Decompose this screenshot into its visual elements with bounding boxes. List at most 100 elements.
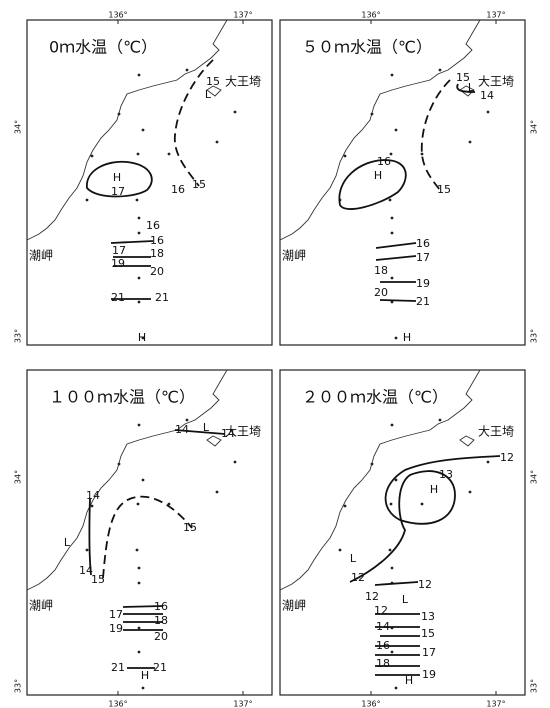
place-name: 大王埼 (225, 425, 261, 439)
station (141, 478, 145, 482)
station (117, 112, 121, 116)
contour-label: 17 (112, 244, 126, 257)
lon-label: 136° (108, 700, 127, 708)
station (390, 566, 394, 570)
station (420, 502, 424, 506)
panel-frame (279, 19, 526, 346)
station (468, 490, 472, 494)
lat-label: 34° (14, 120, 23, 134)
contour-label: L (203, 421, 210, 434)
contour-label: 15 (421, 627, 435, 640)
contour-label: 14 (79, 564, 93, 577)
contour-label: 16 (171, 183, 185, 196)
station (370, 462, 374, 466)
station (85, 548, 89, 552)
station (215, 490, 219, 494)
station (438, 68, 442, 72)
station (390, 423, 394, 427)
contour-label: 17 (422, 646, 436, 659)
station (370, 112, 374, 116)
contour-label: 16 (150, 234, 164, 247)
station (390, 276, 394, 280)
contour-label: 16 (146, 219, 160, 232)
station (167, 152, 171, 156)
contour-label: 20 (150, 265, 164, 278)
place-name: 大王埼 (225, 75, 261, 89)
station (141, 128, 145, 132)
contour-label: 16 (376, 639, 390, 652)
lat-label: 34° (14, 470, 23, 484)
isotherm (174, 59, 214, 187)
contour-label: 15 (456, 71, 470, 84)
contour-label: 12 (418, 578, 432, 591)
station (343, 154, 347, 158)
contour-label: 16 (377, 155, 391, 168)
place-name: 潮岬 (282, 248, 306, 263)
contour-label: 18 (154, 614, 168, 627)
contour-label: 19 (111, 257, 125, 270)
station (137, 231, 141, 235)
contour-label: 15 (206, 75, 220, 88)
contour-label: L (468, 81, 475, 94)
contour-label: L (350, 552, 357, 565)
lon-label: 137° (486, 11, 505, 20)
isotherm (375, 242, 417, 249)
lon-label: 137° (233, 11, 252, 20)
isotherm (122, 605, 164, 608)
station (137, 566, 141, 570)
isotherm (349, 455, 501, 583)
station (141, 686, 145, 690)
panel-title: 0ｍ水温（℃） (49, 38, 157, 57)
contour-label: H (141, 669, 149, 682)
contour-label: 12 (351, 571, 365, 584)
isotherm (379, 299, 417, 302)
station (388, 548, 392, 552)
contour-label: 18 (374, 264, 388, 277)
station (233, 110, 237, 114)
station (486, 110, 490, 114)
station (390, 650, 394, 654)
contour-label: 19 (109, 622, 123, 635)
contour-label: 18 (376, 657, 390, 670)
contour-label: 16 (416, 237, 430, 250)
isotherm (174, 429, 226, 435)
station (137, 276, 141, 280)
lon-label: 137° (486, 700, 505, 708)
isotherm (374, 581, 419, 586)
contour-label: 17 (416, 251, 430, 264)
station (394, 128, 398, 132)
contour-label: 13 (439, 468, 453, 481)
isotherm (102, 495, 193, 579)
contour-label: 17 (111, 185, 125, 198)
panel-frame (279, 369, 526, 696)
panel-title: ２００ｍ水温（℃） (302, 388, 448, 407)
contour-label: 16 (154, 600, 168, 613)
lon-label: 137° (233, 700, 252, 708)
station (390, 216, 394, 220)
lat-label: 33° (14, 679, 23, 693)
station (85, 198, 89, 202)
place-name: 大王埼 (478, 425, 514, 439)
contour-label: 15 (91, 573, 105, 586)
station (390, 231, 394, 235)
station (468, 140, 472, 144)
isotherm (420, 79, 451, 191)
lat-label: 34° (530, 470, 539, 484)
station (167, 502, 171, 506)
station (137, 300, 141, 304)
isotherm (338, 159, 407, 210)
lat-label: 33° (530, 679, 539, 693)
station (215, 140, 219, 144)
contour-label: 14 (86, 489, 100, 502)
contour-label: H (405, 674, 413, 687)
contour-label: L (402, 593, 409, 606)
contour-label: H (374, 169, 382, 182)
contour-label: H (403, 331, 411, 344)
isotherm (110, 240, 154, 244)
lon-label: 136° (361, 700, 380, 708)
contour-label: L (64, 536, 71, 549)
contour-label: 21 (111, 661, 125, 674)
contour-label: 14 (175, 423, 189, 436)
contour-label: 18 (150, 247, 164, 260)
